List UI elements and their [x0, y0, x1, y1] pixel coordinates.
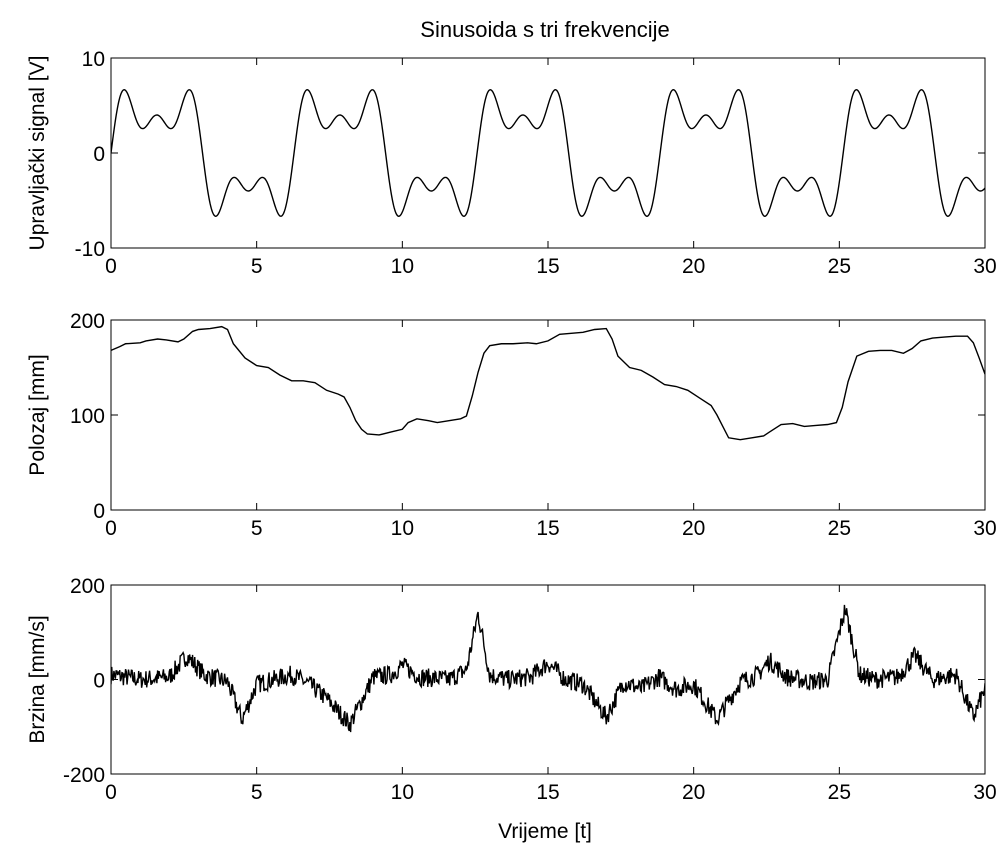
brzina-y-tick-label-2: 200 [70, 575, 105, 598]
upravljacki-x-tick-label-4: 20 [682, 255, 705, 278]
brzina-x-tick-label-2: 10 [391, 781, 414, 804]
brzina-x-tick-label-4: 20 [682, 781, 705, 804]
brzina-x-tick-label-5: 25 [828, 781, 851, 804]
upravljacki-x-tick-label-6: 30 [973, 255, 996, 278]
polozaj-x-tick-label-2: 10 [391, 517, 414, 540]
polozaj-plot-area [110, 319, 986, 511]
upravljacki-y-tick-label-0: -10 [75, 238, 105, 261]
upravljacki-y-axis-label: Upravljački signal [V] [26, 56, 49, 251]
polozaj-x-tick-label-6: 30 [973, 517, 996, 540]
upravljacki-x-tick-label-5: 25 [828, 255, 851, 278]
polozaj-series-line-0 [111, 325, 985, 441]
upravljacki-y-tick-label-1: 0 [93, 143, 105, 166]
polozaj-x-tick-label-0: 0 [105, 517, 117, 540]
polozaj-y-axis-label: Polozaj [mm] [26, 354, 49, 475]
brzina-x-tick-label-0: 0 [105, 781, 117, 804]
polozaj-y-tick-label-1: 100 [70, 405, 105, 428]
upravljacki-x-tick-label-0: 0 [105, 255, 117, 278]
brzina-series-line-0 [111, 604, 985, 733]
brzina-y-tick-label-1: 0 [93, 670, 105, 693]
polozaj-x-tick-label-3: 15 [536, 517, 559, 540]
figure-title: Sinusoida s tri frekvencije [420, 17, 669, 42]
upravljacki-plot-area [110, 57, 986, 249]
brzina-y-axis-label: Brzina [mm/s] [26, 615, 49, 743]
polozaj-x-tick-label-5: 25 [828, 517, 851, 540]
brzina-y-tick-label-0: -200 [63, 764, 105, 787]
upravljacki-y-tick-label-2: 10 [82, 48, 105, 71]
upravljacki-x-tick-label-2: 10 [391, 255, 414, 278]
upravljacki-series-line-0 [111, 89, 985, 217]
x-axis-label: Vrijeme [t] [498, 820, 592, 843]
upravljacki-x-tick-label-1: 5 [251, 255, 263, 278]
brzina-x-tick-label-6: 30 [973, 781, 996, 804]
polozaj-y-tick-label-2: 200 [70, 310, 105, 333]
brzina-plot-area [110, 584, 986, 775]
upravljacki-x-tick-label-3: 15 [536, 255, 559, 278]
brzina-x-tick-label-3: 15 [536, 781, 559, 804]
polozaj-axes: 0 5 10 15 20 25 30 0 100 200 Polozaj [mm] [26, 310, 997, 540]
polozaj-x-tick-label-1: 5 [251, 517, 263, 540]
brzina-x-tick-label-1: 5 [251, 781, 263, 804]
polozaj-y-tick-label-0: 0 [93, 500, 105, 523]
polozaj-x-tick-label-4: 20 [682, 517, 705, 540]
